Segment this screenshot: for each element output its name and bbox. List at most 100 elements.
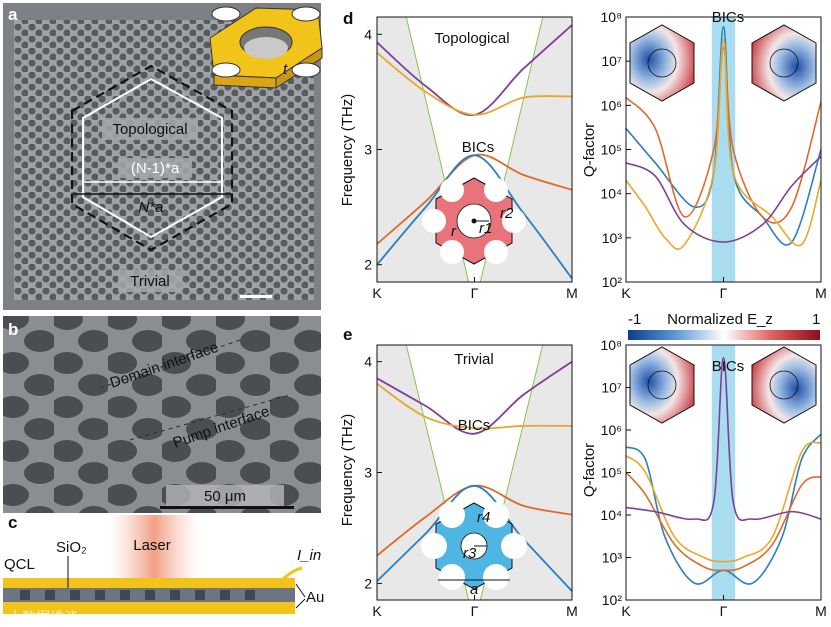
inset-label-r1: r1: [479, 220, 492, 237]
y-tick-label: 3: [364, 465, 372, 481]
y-tick-label: 10²: [602, 274, 623, 290]
pump-interface-line: [129, 394, 291, 441]
colorbar: -1 Normalized E_z 1: [628, 311, 820, 340]
laser-label: Laser: [133, 537, 171, 554]
bic-highlight: [711, 345, 736, 600]
laser-beam: [110, 515, 198, 585]
x-tick-label: M: [815, 285, 827, 301]
x-tick-label: M: [566, 285, 578, 301]
y-tick-label: 10⁷: [601, 53, 622, 69]
watermark: 大数据维谈: [8, 610, 78, 626]
panel-label-c: c: [8, 513, 17, 532]
top-gold: [3, 578, 295, 588]
domain-interface-line: [99, 339, 241, 389]
bics-annotation: BICs: [458, 417, 491, 434]
current-wire: [278, 566, 303, 584]
x-tick-label: K: [372, 603, 382, 619]
y-tick-label: 10⁶: [601, 97, 622, 113]
unit-cell-inset-e: r3 r4 a: [421, 502, 527, 598]
y-tick-label: 10⁷: [601, 380, 622, 396]
inset-label-r: r: [451, 223, 457, 240]
series-band-yellow: [376, 52, 573, 116]
y-tick-label: 10⁸: [601, 337, 623, 353]
sio2-label: SiO₂: [56, 539, 87, 556]
chart-e-q-factor: 10² 10³ 10⁴ 10⁵ 10⁶ 10⁷ 10⁸ K Γ M BICs Q-factor: [581, 337, 827, 619]
chart-title: Topological: [434, 30, 509, 47]
x-tick-label: Γ: [471, 603, 479, 619]
x-tick-label: K: [621, 603, 631, 619]
unit-cell-inset-d: r1 r r2: [422, 177, 526, 265]
mode-profile-left: [629, 24, 695, 102]
panel-label-b: b: [8, 320, 18, 339]
scale-bar-label: 50 μm: [204, 488, 246, 505]
y-tick-label: 10⁴: [600, 186, 622, 202]
x-tick-label: Γ: [720, 603, 728, 619]
y-tick-label: 10⁶: [601, 422, 622, 438]
series-band-blue: [376, 154, 573, 280]
current-label: I_in: [297, 547, 321, 564]
series-q-purple: [625, 155, 822, 243]
series-band-blue: [376, 484, 573, 592]
inset-label-a: a: [470, 581, 478, 598]
y-tick-label: 10³: [602, 550, 623, 566]
colorbar-title: Normalized E_z: [667, 311, 773, 328]
x-tick-label: Γ: [720, 285, 728, 301]
y-tick-label: 2: [364, 575, 372, 591]
chart-title: Trivial: [454, 351, 493, 368]
qcl-holes: [20, 590, 255, 600]
y-axis-label: Q-factor: [581, 123, 598, 177]
bics-annotation: BICs: [462, 139, 495, 156]
x-tick-label: M: [566, 603, 578, 619]
series-q-yellow: [625, 441, 822, 563]
y-tick-label: 4: [364, 354, 372, 370]
thickness-label: t: [283, 61, 288, 78]
outer-hexagon: [70, 64, 234, 252]
y-tick-label: 10⁴: [600, 507, 622, 523]
panel-label-d: d: [343, 9, 353, 28]
x-tick-label: K: [621, 285, 631, 301]
series-band-yellow: [376, 383, 573, 430]
trivial-label: Trivial: [130, 273, 169, 290]
y-axis-label: Frequency (THz): [339, 414, 356, 527]
colorbar-gradient: [628, 330, 820, 340]
y-tick-label: 10⁵: [601, 142, 622, 158]
series-q-orange: [625, 47, 822, 224]
topological-label: Topological: [112, 121, 187, 138]
y-tick-label: 10²: [602, 592, 623, 608]
au-label: Au: [306, 589, 324, 606]
inset-label-r4: r4: [477, 509, 490, 526]
chart-e-band-structure: 2 3 4 K Γ M Trivial BICs Frequency (THz) r3 r…: [339, 344, 578, 619]
au-pointer-bottom: [295, 598, 306, 609]
topo-label-bg: [102, 118, 198, 140]
series-q-orange: [625, 471, 822, 572]
qcl-label: QCL: [4, 556, 35, 573]
series-q-purple: [625, 356, 822, 521]
au-pointer-top: [295, 583, 306, 598]
inner-hexagon: [82, 77, 223, 239]
y-tick-label: 2: [364, 257, 372, 273]
scale-bar-b: [160, 506, 294, 509]
bottom-gold: [3, 602, 295, 614]
mode-profile-right: [751, 24, 817, 102]
x-tick-label: K: [372, 285, 382, 301]
scale-label-bg: [166, 485, 284, 509]
panel-c: Laser QCL SiO₂ I_in Au c 大数据维谈: [3, 513, 324, 626]
x-tick-label: M: [815, 603, 827, 619]
mode-profile-right: [751, 346, 817, 424]
inset-label-r3: r3: [463, 545, 477, 562]
mode-profile-left: [629, 346, 695, 424]
y-tick-label: 3: [364, 142, 372, 158]
colorbar-max: 1: [812, 311, 820, 328]
y-tick-label: 10³: [602, 230, 623, 246]
trivial-label-bg: [118, 270, 182, 292]
y-tick-label: 10⁵: [601, 465, 622, 481]
series-q-yellow: [625, 39, 822, 250]
inner-dim-bg: [118, 158, 192, 178]
y-tick-label: 10⁸: [601, 9, 623, 25]
y-axis-label: Frequency (THz): [339, 94, 356, 207]
chart-d-q-factor: 10² 10³ 10⁴ 10⁵ 10⁶ 10⁷ 10⁸ K Γ M BICs Q-factor: [581, 9, 827, 301]
panel-a: Topological (N-1)*a N*a Trivial t a: [3, 3, 323, 310]
series-band-purple: [376, 360, 573, 435]
